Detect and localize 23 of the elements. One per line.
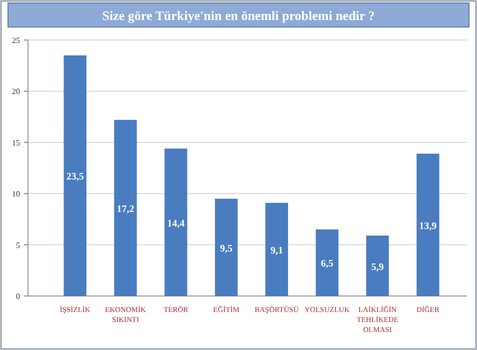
bar <box>265 202 288 296</box>
data-label: 13,9 <box>419 220 437 232</box>
y-tick-label: 5 <box>16 240 20 250</box>
y-tick-label: 20 <box>12 87 20 96</box>
data-label: 9,1 <box>270 245 283 256</box>
y-tick-label: 10 <box>12 190 20 199</box>
bar <box>164 148 188 296</box>
y-tick-label: 0 <box>16 292 20 301</box>
bar <box>316 229 338 296</box>
data-label: 6,5 <box>320 258 334 270</box>
y-tick-label: 25 <box>12 36 20 45</box>
data-label: 23,5 <box>66 172 84 183</box>
bar <box>416 154 440 296</box>
data-label: 14,4 <box>167 218 185 230</box>
bar <box>64 55 86 296</box>
bar <box>366 236 389 296</box>
data-label: 5,9 <box>371 262 384 273</box>
data-label: 9,5 <box>220 243 233 254</box>
bar <box>114 120 137 296</box>
bar <box>214 198 238 296</box>
data-label: 17,2 <box>116 204 134 215</box>
y-tick-label: 15 <box>12 138 20 148</box>
chart-title: Size göre Türkiye'nin en önemli problemi nedir ? <box>102 8 375 23</box>
